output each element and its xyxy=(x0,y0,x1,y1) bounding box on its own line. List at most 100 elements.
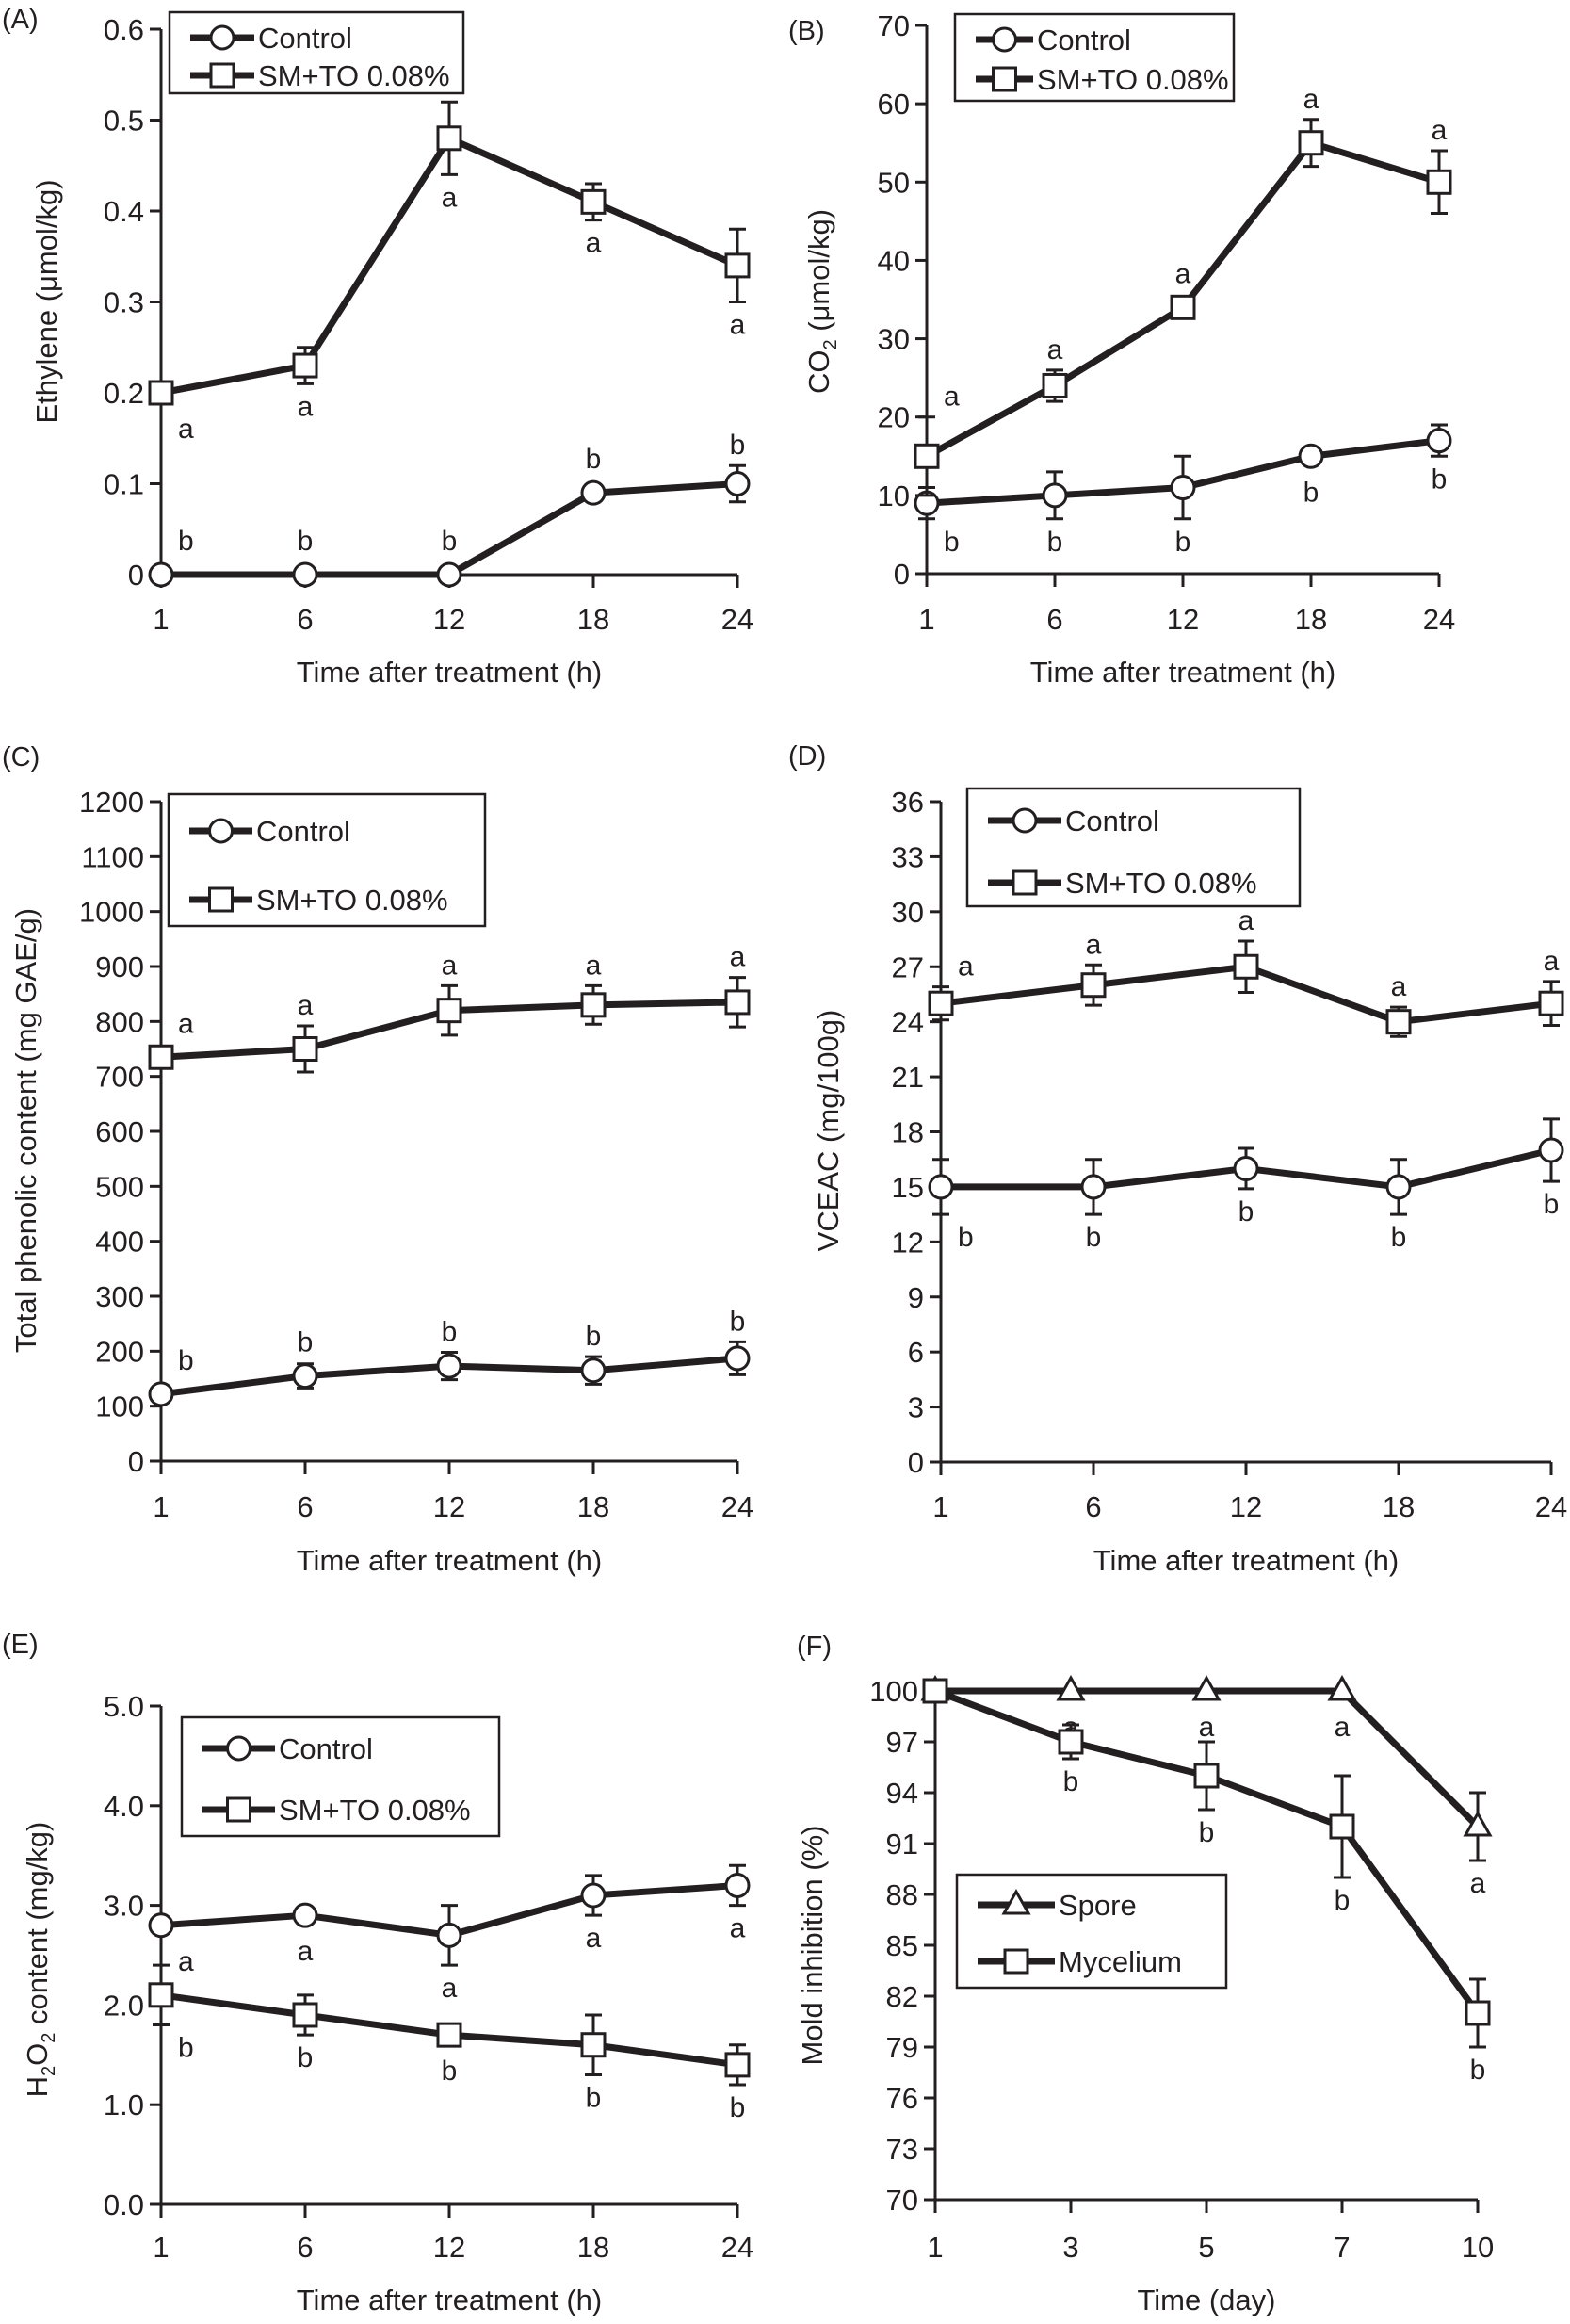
panel-label: (B) xyxy=(788,16,825,46)
y-axis-title: Ethylene (μmol/kg) xyxy=(30,179,63,423)
x-axis-title: Time after treatment (h) xyxy=(297,2283,602,2316)
x-tick-label: 24 xyxy=(721,2231,753,2264)
series-sm-to-0-08-: a a a a a xyxy=(148,942,751,1074)
data-point xyxy=(1463,1810,1493,1837)
legend-item: SM+TO 0.08% xyxy=(190,59,450,92)
significance-letter: b xyxy=(1391,1222,1407,1253)
data-point xyxy=(148,1982,174,2008)
data-point xyxy=(724,989,751,1016)
significance-letter: a xyxy=(298,990,314,1021)
y-axis-title: VCEAC (mg/100g) xyxy=(812,1010,845,1252)
legend-marker-circle-icon xyxy=(209,24,235,51)
significance-letter: a xyxy=(958,951,974,983)
data-point xyxy=(580,992,607,1018)
significance-letter: b xyxy=(1175,527,1191,558)
y-tick-label: 3 xyxy=(908,1391,924,1424)
y-tick-label: 4.0 xyxy=(104,1790,144,1823)
x-tick-label: 1 xyxy=(927,2231,943,2264)
y-tick-label: 200 xyxy=(95,1335,144,1368)
y-tick-label: 15 xyxy=(892,1171,924,1204)
y-tick-label: 500 xyxy=(95,1170,144,1203)
y-tick-label: 21 xyxy=(892,1061,924,1094)
y-tick-label: 1.0 xyxy=(104,2088,144,2121)
data-point xyxy=(1042,482,1068,509)
y-axis-title: Mold inhibition (%) xyxy=(796,1826,829,2066)
legend-item: Control xyxy=(189,815,350,848)
significance-letter: b xyxy=(178,2033,194,2064)
x-tick-label: 24 xyxy=(721,603,753,636)
legend-marker-square-icon xyxy=(1012,869,1038,896)
data-point xyxy=(436,561,462,588)
legend-item: Control xyxy=(190,22,352,55)
significance-letter: b xyxy=(1063,1766,1079,1797)
significance-letter: a xyxy=(1199,1712,1215,1743)
y-tick-label: 12 xyxy=(892,1226,924,1259)
significance-letter: b xyxy=(1238,1196,1254,1227)
legend-label: Mycelium xyxy=(1059,1945,1182,1978)
data-point xyxy=(292,2002,318,2028)
y-tick-label: 0 xyxy=(908,1446,924,1479)
data-point xyxy=(148,1912,174,1939)
legend: Control SM+TO 0.08% xyxy=(168,10,465,95)
significance-letter: a xyxy=(730,942,746,973)
y-tick-label: 85 xyxy=(886,1929,918,1962)
legend-marker-circle-icon xyxy=(992,26,1017,53)
y-tick-label: 20 xyxy=(878,401,910,434)
data-point xyxy=(1170,475,1196,501)
significance-letter: b xyxy=(730,430,746,461)
y-tick-label: 9 xyxy=(908,1281,924,1314)
x-tick-label: 7 xyxy=(1334,2231,1350,2264)
y-tick-label: 79 xyxy=(886,2031,918,2064)
legend-item: SM+TO 0.08% xyxy=(189,884,448,917)
y-axis-title-main: Ethylene (μmol/kg) xyxy=(30,179,63,423)
legend-item: SM+TO 0.08% xyxy=(988,867,1257,900)
data-point xyxy=(1538,1137,1564,1163)
legend-marker-circle-icon xyxy=(1012,807,1038,834)
significance-letter: b xyxy=(586,444,602,475)
data-point xyxy=(1329,1813,1355,1840)
data-point xyxy=(436,1353,462,1379)
significance-letter: a xyxy=(1544,946,1560,977)
legend-label: Control xyxy=(279,1732,373,1765)
y-tick-label: 600 xyxy=(95,1115,144,1148)
significance-letter: b xyxy=(178,526,194,557)
data-point xyxy=(148,380,174,406)
data-point xyxy=(436,125,462,152)
x-axis-title: Time after treatment (h) xyxy=(297,1544,602,1577)
legend: Control SM+TO 0.08% xyxy=(167,792,487,928)
significance-letter: b xyxy=(442,2056,458,2087)
legend-label: Control xyxy=(258,22,352,55)
data-point xyxy=(1327,1674,1357,1701)
significance-letter: a xyxy=(178,414,194,445)
significance-letter: b xyxy=(442,526,458,557)
panel-label: (E) xyxy=(2,1630,39,1660)
data-point xyxy=(580,479,607,506)
y-axis-title-subscript: 2 xyxy=(39,2033,59,2043)
y-tick-label: 82 xyxy=(886,1980,918,2013)
data-point xyxy=(580,1357,607,1384)
series-sm-to-0-08-: a a a a a xyxy=(914,84,1452,497)
significance-letter: a xyxy=(586,950,602,981)
legend: Spore Mycelium xyxy=(955,1873,1228,1990)
data-point xyxy=(148,1044,174,1070)
y-tick-label: 30 xyxy=(892,896,924,929)
y-axis-title-main: CO xyxy=(802,350,835,395)
y-tick-label: 27 xyxy=(892,951,924,983)
legend-label: SM+TO 0.08% xyxy=(279,1794,471,1827)
data-point xyxy=(436,2022,462,2048)
significance-letter: a xyxy=(1238,905,1254,936)
significance-letter: a xyxy=(1470,1868,1486,1899)
significance-letter: b xyxy=(730,2092,746,2123)
y-axis-title: CO2 (μmol/kg) xyxy=(802,209,841,394)
significance-letter: b xyxy=(1335,1885,1351,1916)
x-tick-label: 1 xyxy=(153,1490,169,1523)
series-control: a a a a a xyxy=(148,1863,751,2004)
x-tick-label: 6 xyxy=(1085,1490,1101,1523)
series-control: b b b b b xyxy=(148,1306,751,1407)
x-tick-label: 3 xyxy=(1062,2231,1078,2264)
y-axis-title-subscript: 2 xyxy=(39,2066,59,2076)
significance-letter: b xyxy=(298,1327,314,1358)
significance-letter: b xyxy=(442,1317,458,1348)
y-tick-label: 70 xyxy=(886,2184,918,2217)
